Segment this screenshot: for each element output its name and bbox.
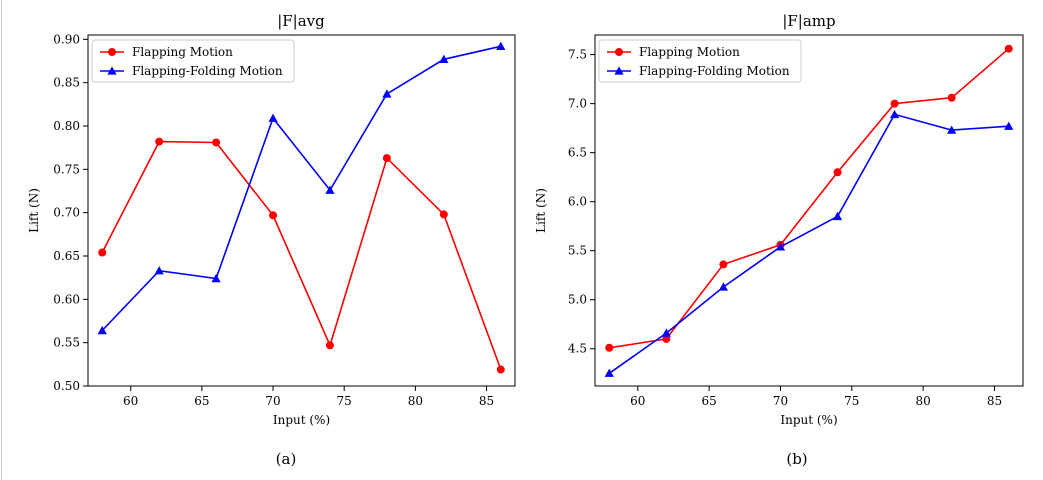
data-point-flapping-folding — [496, 41, 506, 50]
data-point-flapping-folding — [832, 211, 843, 221]
data-point-flapping — [325, 341, 334, 350]
x-tick-label: 60 — [630, 394, 645, 408]
data-point-flapping — [605, 343, 614, 352]
legend-marker-circle — [108, 48, 116, 56]
x-tick-label: 80 — [915, 394, 930, 408]
y-tick-label: 0.80 — [53, 119, 80, 133]
legend-label: Flapping Motion — [639, 45, 740, 59]
data-point-flapping-folding — [211, 273, 221, 283]
chart-a: |F|avg 60 65 70 75 80 85 0.50 0.55 0.60 0.65 0.70 0.… — [27, 12, 516, 468]
y-axis-label: Lift (N) — [534, 188, 548, 233]
y-tick-label: 0.60 — [53, 292, 80, 306]
x-tick-label: 60 — [123, 394, 138, 408]
series-line-flapping-folding — [101, 45, 501, 332]
x-tick-label: 75 — [337, 394, 352, 408]
x-tick-label: 85 — [479, 394, 494, 408]
legend-marker-triangle — [107, 66, 117, 75]
series-line-flapping-folding — [608, 113, 1009, 374]
page-left-border — [1, 0, 2, 480]
data-point-flapping-folding — [268, 113, 278, 122]
chart-title: |F|avg — [277, 12, 325, 30]
data-point-flapping-folding — [718, 282, 728, 291]
y-tick-label: 0.90 — [53, 32, 80, 46]
legend-box — [598, 39, 802, 83]
y-tick-label: 5.5 — [568, 244, 587, 258]
y-axis-label: Lift (N) — [27, 188, 41, 233]
y-tick-label: 7.0 — [568, 97, 587, 111]
data-point-flapping — [382, 154, 391, 163]
data-point-flapping — [1004, 44, 1013, 53]
series-line-flapping — [609, 48, 1010, 349]
data-point-flapping — [890, 99, 899, 108]
legend-marker-circle — [615, 48, 623, 56]
y-tick-label: 0.75 — [53, 162, 80, 176]
y-tick-label: 7.5 — [568, 48, 587, 62]
y-tick-label: 5.0 — [568, 293, 587, 307]
data-point-flapping-folding — [947, 125, 957, 134]
data-point-flapping — [155, 137, 164, 146]
y-tick-label: 0.65 — [53, 249, 80, 263]
series-line-flapping — [101, 140, 502, 370]
legend-box — [91, 39, 295, 83]
figure-caption: (a) — [276, 450, 297, 468]
data-point-flapping — [212, 138, 221, 147]
y-tick-label: 0.55 — [53, 336, 80, 350]
data-point-flapping-folding — [382, 89, 392, 98]
y-tick-label: 0.50 — [53, 379, 80, 393]
y-tick-label: 6.0 — [568, 195, 587, 209]
data-point-flapping — [662, 334, 671, 343]
figure-caption: (b) — [786, 450, 807, 468]
x-tick-label: 65 — [194, 394, 209, 408]
data-point-flapping — [947, 93, 956, 102]
x-axis-label: Input (%) — [273, 413, 330, 427]
plot-frame — [594, 34, 1024, 387]
data-point-flapping — [439, 210, 448, 219]
data-point-flapping-folding — [325, 185, 335, 194]
chart-title: |F|amp — [782, 12, 835, 30]
data-point-flapping — [833, 168, 842, 177]
data-point-flapping-folding — [775, 242, 786, 251]
data-point-flapping-folding — [154, 266, 164, 275]
data-point-flapping-folding — [661, 328, 671, 337]
data-point-flapping — [719, 260, 728, 269]
chart-b: |F|amp 60 65 70 75 80 85 4.5 5.0 5.5 6.0 6.5 7.0 7.5 I… — [534, 12, 1024, 468]
y-tick-label: 0.85 — [53, 76, 80, 90]
data-point-flapping — [269, 211, 278, 220]
data-point-flapping-folding — [439, 54, 449, 63]
y-tick-label: 6.5 — [568, 146, 587, 160]
legend-label: Flapping-Folding Motion — [639, 64, 790, 78]
y-tick-label: 4.5 — [568, 342, 587, 356]
x-tick-label: 85 — [987, 394, 1002, 408]
data-point-flapping-folding — [97, 325, 107, 335]
plot-frame — [87, 34, 516, 387]
x-tick-label: 80 — [408, 394, 423, 408]
x-tick-label: 65 — [701, 394, 716, 408]
x-tick-label: 70 — [265, 394, 280, 408]
x-axis-label: Input (%) — [780, 413, 837, 427]
data-point-flapping-folding — [604, 368, 614, 377]
x-tick-label: 70 — [773, 394, 788, 408]
data-point-flapping — [496, 365, 505, 374]
data-point-flapping-folding — [890, 109, 900, 119]
y-tick-label: 0.70 — [53, 206, 80, 220]
x-tick-label: 75 — [844, 394, 859, 408]
data-point-flapping-folding — [1004, 121, 1014, 130]
legend-marker-triangle — [614, 66, 624, 75]
legend-label: Flapping Motion — [132, 45, 233, 59]
data-point-flapping — [98, 248, 107, 257]
legend-label: Flapping-Folding Motion — [132, 64, 283, 78]
